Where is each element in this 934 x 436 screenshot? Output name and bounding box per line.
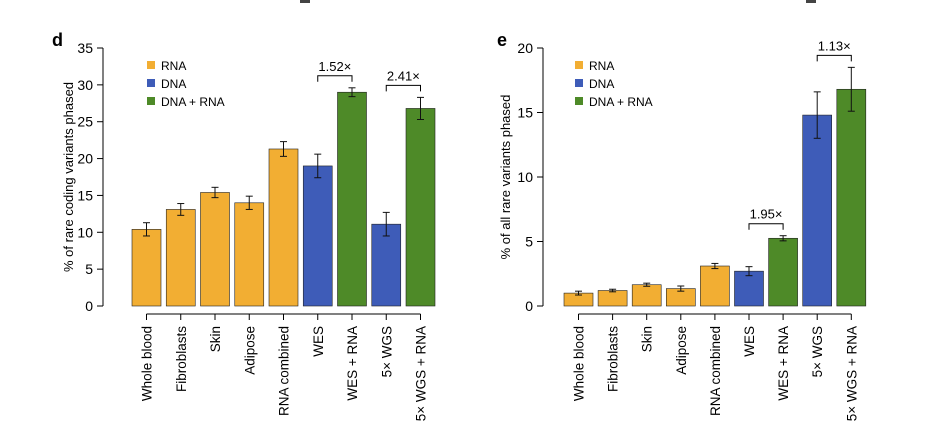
bar bbox=[337, 91, 367, 307]
category-label: 5× WGS + RNA bbox=[414, 326, 429, 421]
category-label: Adipose bbox=[242, 326, 257, 375]
y-tick-label: 5 bbox=[525, 234, 533, 250]
legend-swatch bbox=[575, 79, 583, 87]
bar bbox=[405, 108, 436, 307]
comparison-bracket bbox=[385, 84, 421, 92]
panel-e: e 0 5 10 15 20 % of all rare variants phased Wh… bbox=[497, 30, 867, 421]
category-label: Whole blood bbox=[140, 326, 155, 401]
y-tick-label: 35 bbox=[77, 40, 93, 56]
panel-d: d 0 5 10 15 20 25 30 35 % of rare coding variants… bbox=[52, 30, 436, 421]
panel-letter: d bbox=[52, 30, 63, 50]
y-tick-label: 15 bbox=[77, 187, 93, 203]
legend-swatch bbox=[147, 97, 155, 105]
bar bbox=[734, 270, 764, 307]
y-tick-label: 15 bbox=[517, 105, 533, 121]
bar bbox=[802, 114, 833, 307]
y-tick-label: 25 bbox=[77, 114, 93, 130]
bar bbox=[302, 165, 333, 307]
bar bbox=[768, 237, 798, 307]
category-label: WES + RNA bbox=[345, 326, 360, 401]
legend-label: DNA + RNA bbox=[161, 95, 225, 109]
category-label: Fibroblasts bbox=[606, 326, 621, 392]
legend-label: DNA bbox=[161, 77, 186, 91]
bar bbox=[700, 265, 730, 307]
y-tick-label: 5 bbox=[85, 261, 93, 277]
legend-label: RNA bbox=[589, 59, 614, 73]
category-label: Fibroblasts bbox=[174, 326, 189, 392]
y-tick-label: 10 bbox=[77, 224, 93, 240]
category-label: Skin bbox=[640, 326, 655, 352]
category-label: 5× WGS + RNA bbox=[844, 326, 859, 421]
category-label: Skin bbox=[208, 326, 223, 352]
bar bbox=[631, 284, 662, 307]
legend-label: DNA + RNA bbox=[589, 95, 653, 109]
comparison-bracket bbox=[317, 75, 353, 82]
category-label: 5× WGS bbox=[810, 326, 825, 377]
bar bbox=[131, 229, 162, 307]
y-tick-label: 20 bbox=[77, 151, 93, 167]
y-tick-label: 10 bbox=[517, 169, 533, 185]
category-label: WES + RNA bbox=[776, 326, 791, 401]
category-label: Adipose bbox=[674, 326, 689, 375]
bar bbox=[200, 192, 230, 307]
category-label: WES bbox=[742, 326, 757, 357]
category-label: RNA combined bbox=[708, 326, 723, 416]
bar bbox=[597, 290, 628, 307]
legend-label: DNA bbox=[589, 77, 614, 91]
y-axis-title: % of rare coding variants phased bbox=[61, 82, 76, 272]
category-label: RNA combined bbox=[277, 326, 292, 416]
clipped-text-fragment bbox=[300, 0, 310, 3]
comparison-label: 1.52× bbox=[318, 59, 351, 74]
bar bbox=[234, 202, 265, 307]
category-label: 5× WGS bbox=[379, 326, 394, 377]
category-label: WES bbox=[311, 326, 326, 357]
legend-label: RNA bbox=[161, 59, 186, 73]
comparison-bracket bbox=[748, 223, 784, 230]
legend-swatch bbox=[147, 79, 155, 87]
comparison-label: 1.13× bbox=[818, 38, 851, 53]
y-tick-label: 30 bbox=[77, 77, 93, 93]
y-tick-label: 0 bbox=[525, 298, 533, 314]
bar bbox=[836, 88, 867, 307]
bar bbox=[268, 148, 299, 307]
y-tick-label: 0 bbox=[85, 298, 93, 314]
y-axis-title: % of all rare variants phased bbox=[498, 95, 513, 260]
comparison-bracket bbox=[816, 54, 852, 62]
comparison-label: 2.41× bbox=[387, 68, 420, 83]
panel-letter: e bbox=[497, 30, 507, 50]
category-label: Whole blood bbox=[572, 326, 587, 401]
legend-swatch bbox=[575, 97, 583, 105]
legend-swatch bbox=[147, 61, 155, 69]
bar bbox=[165, 209, 196, 307]
y-tick-label: 20 bbox=[517, 40, 533, 56]
comparison-label: 1.95× bbox=[750, 207, 783, 222]
legend-swatch bbox=[575, 61, 583, 69]
clipped-text-fragment bbox=[806, 0, 816, 3]
